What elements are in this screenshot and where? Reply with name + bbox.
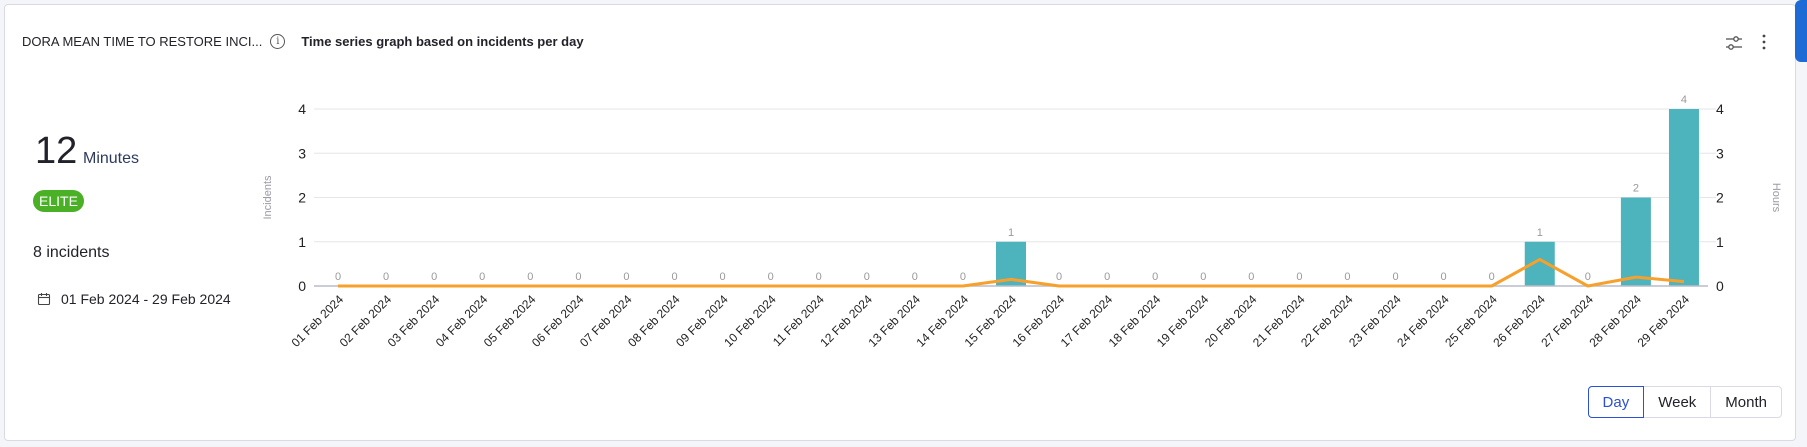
date-range: 01 Feb 2024 - 29 Feb 2024 — [37, 291, 231, 307]
widget-header: DORA MEAN TIME TO RESTORE INCI... i Time… — [22, 34, 584, 49]
bar-data-label: 0 — [912, 271, 918, 283]
bar — [1668, 109, 1699, 286]
y2-tick-label: 4 — [1716, 101, 1724, 117]
bar-data-label: 0 — [335, 271, 341, 283]
bar-data-label: 0 — [1056, 271, 1062, 283]
bar-data-label: 0 — [1585, 271, 1591, 283]
bar-data-label: 0 — [383, 271, 389, 283]
bar-data-label: 0 — [1200, 271, 1206, 283]
y-tick-label: 1 — [298, 234, 306, 250]
widget-title: DORA MEAN TIME TO RESTORE INCI... — [22, 34, 263, 49]
x-tick-label: 10 Feb 2024 — [721, 292, 779, 350]
bar-data-label: 1 — [1537, 227, 1543, 239]
granularity-toggle: Day Week Month — [1587, 386, 1782, 418]
bar-data-label: 0 — [575, 271, 581, 283]
bar-data-label: 0 — [671, 271, 677, 283]
y2-axis-label: Hours — [1770, 183, 1782, 213]
bar-data-label: 0 — [1104, 271, 1110, 283]
hours-line — [338, 257, 1685, 288]
y2-tick-label: 2 — [1716, 190, 1724, 206]
bar-data-label: 0 — [623, 271, 629, 283]
sliders-icon[interactable] — [1721, 30, 1747, 56]
bar-data-label: 0 — [768, 271, 774, 283]
info-icon[interactable]: i — [270, 34, 286, 49]
bar — [1620, 197, 1651, 286]
incident-count: 8 incidents — [33, 244, 110, 261]
bar-data-label: 1 — [1008, 227, 1014, 239]
y2-tick-label: 3 — [1716, 145, 1724, 161]
bar-data-label: 0 — [1296, 271, 1302, 283]
granularity-week-button[interactable]: Week — [1643, 386, 1712, 418]
granularity-day-button[interactable]: Day — [1587, 386, 1645, 418]
bar-data-label: 0 — [479, 271, 485, 283]
performance-badge: ELITE — [33, 190, 84, 212]
bar-data-label: 0 — [527, 271, 533, 283]
kebab-menu-icon[interactable] — [1751, 30, 1777, 56]
bar-data-label: 0 — [1152, 271, 1158, 283]
bar-data-label: 4 — [1681, 94, 1687, 106]
bar-data-label: 0 — [1441, 271, 1447, 283]
metric-unit: Minutes — [83, 150, 140, 167]
bar-data-label: 0 — [960, 271, 966, 283]
y-axis-label: Incidents — [262, 175, 274, 220]
y2-tick-label: 1 — [1716, 234, 1724, 250]
bar-data-label: 0 — [431, 271, 437, 283]
bar-data-label: 0 — [720, 271, 726, 283]
y2-tick-label: 0 — [1716, 278, 1724, 294]
y-tick-label: 2 — [298, 190, 306, 206]
bar-data-label: 0 — [1344, 271, 1350, 283]
bar-data-label: 0 — [816, 271, 822, 283]
side-panel-tab[interactable] — [1795, 0, 1807, 62]
y-tick-label: 3 — [298, 145, 306, 161]
metric-value: 12 — [35, 130, 78, 172]
x-tick-label: 29 Feb 2024 — [1635, 292, 1693, 350]
bar-data-label: 2 — [1633, 183, 1639, 195]
y-tick-label: 4 — [298, 101, 306, 117]
chart-title: Time series graph based on incidents per… — [301, 34, 584, 49]
granularity-month-button[interactable]: Month — [1710, 386, 1782, 418]
calendar-icon — [37, 293, 51, 306]
bar-data-label: 0 — [1489, 271, 1495, 283]
date-range-text: 01 Feb 2024 - 29 Feb 2024 — [61, 291, 231, 307]
bar-data-label: 0 — [1248, 271, 1254, 283]
y-tick-label: 0 — [298, 278, 306, 294]
bar-data-label: 0 — [864, 271, 870, 283]
bar-data-label: 0 — [1392, 271, 1398, 283]
widget-card — [4, 4, 1796, 441]
